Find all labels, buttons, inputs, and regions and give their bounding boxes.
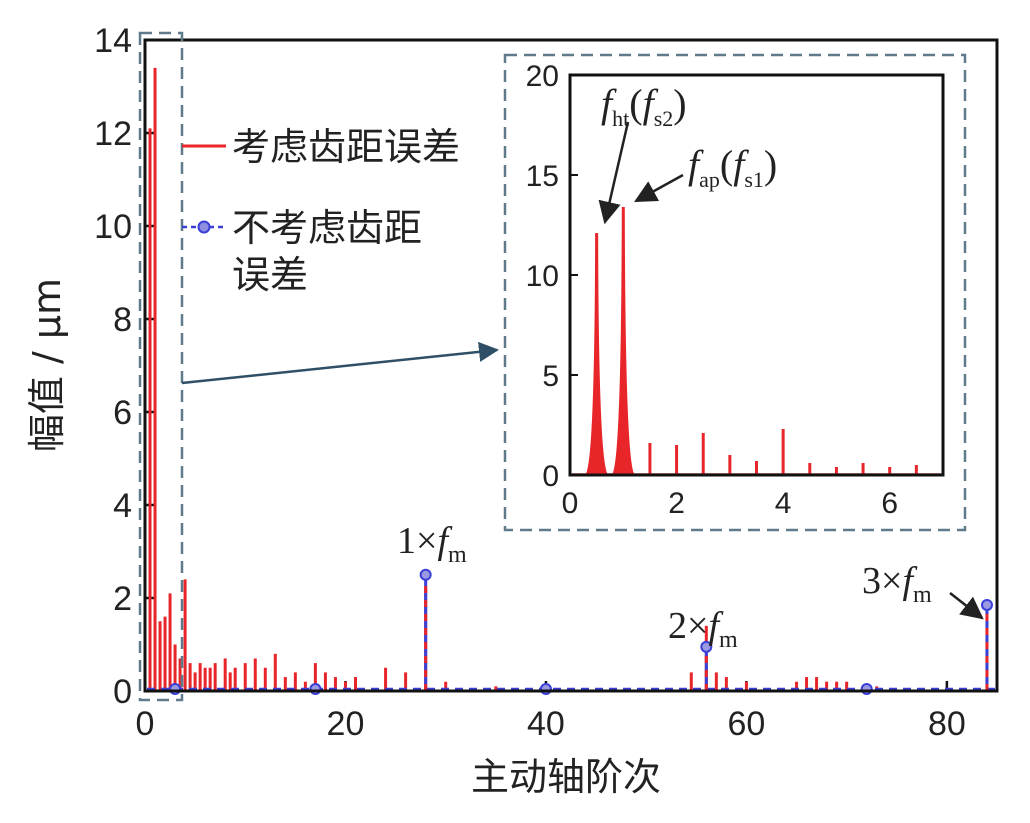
inset-x-tick-label: 2 xyxy=(668,487,685,520)
y-tick-label: 6 xyxy=(113,394,132,432)
inset-y-tick-label: 0 xyxy=(542,460,559,493)
y-tick-label: 0 xyxy=(113,673,132,711)
inset-x-tick-label: 0 xyxy=(562,487,579,520)
y-tick-label: 4 xyxy=(113,487,132,525)
y-tick-label: 14 xyxy=(94,22,132,60)
legend-marker-blue xyxy=(197,220,211,234)
annotation-2xfm: 2×fm xyxy=(668,605,738,653)
x-axis-label: 主动轴阶次 xyxy=(471,755,661,799)
x-tick-label: 80 xyxy=(928,705,966,743)
x-tick-label: 60 xyxy=(727,705,765,743)
inset-plot-frame xyxy=(568,73,945,477)
x-tick-label: 20 xyxy=(327,705,365,743)
inset-y-tick-label: 20 xyxy=(526,60,559,93)
annotation-1xfm: 1×fm xyxy=(397,520,467,568)
inset-peak xyxy=(584,233,609,475)
inset-y-tick-label: 15 xyxy=(526,160,559,193)
blue-marker xyxy=(980,598,993,611)
y-tick-label: 10 xyxy=(94,208,132,246)
y-axis-label: 幅值 / μm xyxy=(25,278,69,452)
inset-annotation-fap-arrow xyxy=(634,173,684,203)
inset-annotation-fht: fht(fs2) xyxy=(601,81,687,131)
legend-label-without-pitch-error: 不考虑齿距 xyxy=(232,206,422,250)
zoom-connector-arrow xyxy=(181,341,499,385)
x-tick-label: 0 xyxy=(136,705,155,743)
blue-marker xyxy=(419,568,432,581)
inset-peak xyxy=(611,207,636,475)
inset-y-tick-label: 10 xyxy=(526,260,559,293)
y-tick-label: 8 xyxy=(113,301,132,339)
inset-x-tick-label: 4 xyxy=(775,487,792,520)
inset-x-tick-label: 6 xyxy=(881,487,898,520)
annotation-3xfm-arrow xyxy=(949,592,984,620)
main-plot-area xyxy=(147,67,995,695)
main-plot-frame xyxy=(143,38,999,693)
legend-label-with-pitch-error: 考虑齿距误差 xyxy=(232,125,460,169)
legend-label-without-pitch-error-line2: 误差 xyxy=(232,253,308,297)
zoom-region-box xyxy=(138,31,184,702)
blue-marker xyxy=(700,640,713,653)
inset-y-tick-label: 5 xyxy=(542,360,559,393)
y-tick-label: 2 xyxy=(113,580,132,618)
annotation-3xfm: 3×fm xyxy=(862,560,932,608)
y-tick-label: 12 xyxy=(94,115,132,153)
x-tick-label: 40 xyxy=(527,705,565,743)
inset-dashed-box xyxy=(503,53,967,532)
legend: 考虑齿距误差 不考虑齿距 误差 xyxy=(182,125,460,297)
inset-annotation-fht-arrow xyxy=(598,121,630,225)
